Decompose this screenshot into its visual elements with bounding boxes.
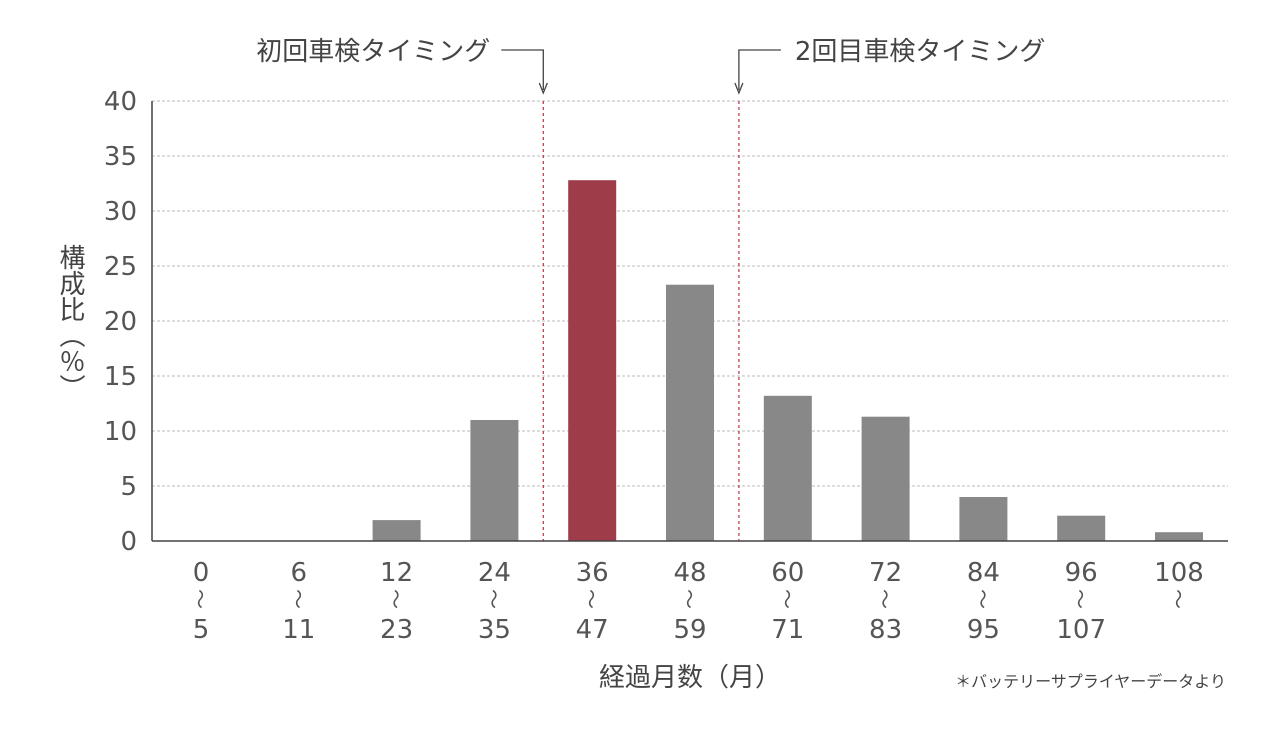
x-tick-label: 84〜 95 [967,558,1000,645]
x-tick-label: 24〜 35 [478,558,511,645]
bar [470,420,519,541]
x-tick-to: 83 [869,615,902,645]
bar-highlight [568,180,617,541]
inspection-marker-lines [542,101,740,541]
y-tick-label: 5 [120,472,137,502]
x-tick-label: 0〜 5 [188,558,212,645]
x-tick-range-mark: 〜 [873,589,897,609]
annotations: 初回車検タイミング 2回目車検タイミング [256,37,1046,95]
y-tick-label: 0 [120,527,137,557]
y-tick-label: 30 [104,197,137,227]
arrow-down-icon [734,82,744,95]
annotation-leader-line [501,49,544,90]
inspection-annotation: 2回目車検タイミング [734,37,1046,95]
y-tick-label: 40 [104,87,137,117]
x-tick-from: 108 [1154,558,1204,588]
x-tick-range-mark: 〜 [970,589,994,609]
x-tick-range-mark: 〜 [286,589,310,609]
annotation-leader-line [738,49,781,90]
bar [1155,532,1203,541]
footnote: ＊バッテリーサプライヤーデータより [955,672,1226,691]
arrow-down-icon [538,82,548,95]
x-tick-range-mark: 〜 [775,589,799,609]
x-tick-to: 5 [193,615,210,645]
x-tick-from: 48 [673,558,706,588]
x-tick-to: 35 [478,615,511,645]
x-tick-to: 95 [967,615,1000,645]
x-tick-label: 96〜 107 [1056,558,1106,645]
x-tick-range-mark: 〜 [579,589,603,609]
x-tick-label: 6〜 11 [282,558,315,645]
y-tick-label: 25 [104,252,137,282]
bar [861,416,910,541]
x-tick-range-mark: 〜 [481,589,505,609]
x-tick-to: 23 [380,615,413,645]
x-tick-to: 59 [673,615,706,645]
x-tick-label: 48〜 59 [673,558,706,645]
x-tick-from: 84 [967,558,1000,588]
bar [763,395,812,541]
x-tick-label: 60〜 71 [771,558,804,645]
x-tick-to: 107 [1056,615,1106,645]
x-tick-label: 72〜 83 [869,558,902,645]
x-tick-from: 12 [380,558,413,588]
x-axis-title: 経過月数（月） [599,663,781,693]
axes [151,101,1228,542]
annotation-label: 初回車検タイミング [256,37,490,67]
y-tick-label: 10 [104,417,137,447]
bars [372,180,1203,541]
bar [959,497,1008,541]
inspection-annotation: 初回車検タイミング [256,37,548,95]
x-tick-from: 24 [478,558,511,588]
x-tick-label: 12〜 23 [380,558,413,645]
x-tick-labels: 0〜56〜1112〜2324〜3536〜4748〜5960〜7172〜8384〜… [188,558,1204,645]
x-tick-range-mark: 〜 [384,589,408,609]
x-tick-from: 36 [576,558,609,588]
y-axis-title: 構成比（％） [55,244,85,400]
x-tick-to: 71 [771,615,804,645]
x-tick-from: 60 [771,558,804,588]
x-tick-from: 72 [869,558,902,588]
x-tick-range-mark: 〜 [1068,589,1092,609]
x-tick-from: 6 [291,558,308,588]
x-tick-label: 36〜 47 [576,558,609,645]
bar [1057,515,1106,541]
x-tick-to: 11 [282,615,315,645]
x-tick-label: 108〜 [1154,558,1204,609]
y-tick-label: 35 [104,142,137,172]
x-tick-range-mark: 〜 [188,589,212,609]
y-tick-label: 20 [104,307,137,337]
x-tick-from: 0 [193,558,210,588]
x-tick-from: 96 [1065,558,1098,588]
bar [372,520,421,541]
y-tick-labels: 0 5 10 15 20 25 30 35 40 [104,87,137,557]
x-tick-to: 47 [576,615,609,645]
y-tick-label: 15 [104,362,137,392]
annotation-label: 2回目車検タイミング [795,37,1046,67]
x-tick-range-mark: 〜 [677,589,701,609]
bar [666,284,714,541]
x-tick-range-mark: 〜 [1166,589,1190,609]
